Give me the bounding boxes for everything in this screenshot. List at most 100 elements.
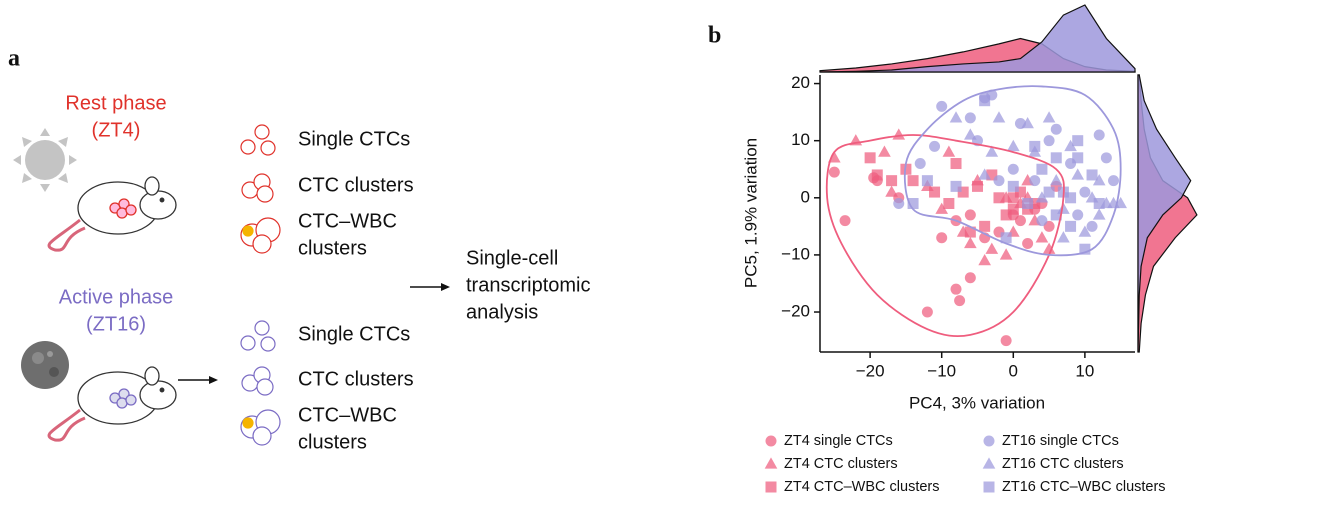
mouse-icon — [47, 176, 177, 252]
marker-square — [1029, 198, 1041, 210]
y-tick-label: 10 — [791, 130, 810, 149]
marker-circle — [950, 283, 962, 295]
marker-triangle — [964, 236, 977, 249]
cell-label: clusters — [298, 431, 367, 453]
marker-circle — [893, 198, 905, 210]
marker-square — [1007, 180, 1019, 192]
marker-square — [950, 158, 962, 170]
marker-circle — [914, 158, 926, 170]
cluster-hull — [903, 85, 1122, 257]
moon-icon — [21, 341, 69, 389]
marker-triangle — [1092, 174, 1106, 186]
panel-label: a — [8, 46, 20, 72]
marker-square — [1000, 209, 1012, 221]
marker-triangle — [1078, 225, 1092, 237]
marker-triangle — [982, 457, 996, 469]
cell-label: CTC clusters — [298, 174, 414, 196]
legend-label: ZT16 single CTCs — [1002, 433, 1119, 449]
x-tick-label: −10 — [927, 361, 956, 380]
marker-circle — [1100, 152, 1112, 164]
marker-square — [864, 152, 876, 164]
marker-circle — [1043, 135, 1055, 147]
marker-square — [986, 169, 998, 181]
marker-square — [1086, 169, 1098, 181]
legend-label: ZT4 CTC–WBC clusters — [784, 479, 940, 495]
marker-circle — [1014, 215, 1026, 227]
density-right — [1137, 74, 1192, 353]
y-tick-label: −10 — [781, 244, 810, 263]
arrow-head — [441, 283, 450, 291]
marker-triangle — [878, 145, 891, 157]
marker-circle — [1022, 237, 1034, 249]
marker-triangle — [978, 168, 991, 180]
marker-square — [1065, 220, 1077, 232]
marker-square — [929, 186, 941, 198]
marker-square — [1050, 209, 1062, 221]
marker-triangle — [885, 185, 898, 197]
y-tick-label: 20 — [791, 73, 810, 92]
marker-square — [921, 175, 933, 187]
cell-label: Single CTCs — [298, 323, 410, 345]
marker-circle — [1072, 209, 1084, 221]
marker-square — [1007, 203, 1019, 215]
arrow-head — [209, 376, 218, 384]
marker-square — [1000, 232, 1012, 244]
marker-square — [950, 180, 962, 192]
y-tick-label: 0 — [801, 187, 810, 206]
marker-triangle — [985, 242, 999, 254]
legend-label: ZT16 CTC–WBC clusters — [1002, 479, 1166, 495]
marker-square — [964, 226, 976, 238]
marker-triangle — [949, 111, 963, 123]
marker-triangle — [892, 128, 906, 140]
marker-triangle — [1006, 139, 1020, 152]
marker-square — [871, 169, 883, 181]
marker-circle — [1108, 175, 1120, 187]
marker-square — [1079, 243, 1091, 255]
marker-square — [765, 481, 777, 493]
marker-triangle — [942, 145, 956, 157]
marker-circle — [828, 166, 840, 178]
marker-circle — [1050, 123, 1062, 135]
marker-square — [1050, 152, 1062, 164]
mouse-icon — [47, 366, 177, 442]
marker-square — [983, 481, 995, 493]
panel-label: b — [708, 23, 721, 49]
marker-circle — [1079, 186, 1091, 198]
marker-square — [1065, 192, 1077, 204]
marker-square — [907, 198, 919, 210]
marker-triangle — [985, 145, 999, 157]
marker-square — [1072, 135, 1084, 147]
marker-triangle — [1035, 231, 1049, 243]
marker-square — [1007, 192, 1019, 204]
phase-label: (ZT16) — [86, 313, 146, 335]
marker-triangle — [1064, 139, 1077, 152]
marker-triangle — [1042, 111, 1056, 123]
legend-label: ZT4 CTC clusters — [784, 456, 898, 472]
marker-square — [886, 175, 898, 187]
analysis-label: transcriptomic — [466, 274, 590, 296]
x-axis-label: PC4, 3% variation — [909, 393, 1045, 412]
marker-circle — [1036, 215, 1048, 227]
marker-triangle — [978, 254, 991, 266]
marker-circle — [1093, 129, 1105, 141]
cell-label: clusters — [298, 237, 367, 259]
marker-triangle — [1114, 196, 1128, 209]
marker-circle — [983, 435, 995, 447]
marker-triangle — [1021, 116, 1034, 129]
phase-label: Active phase — [59, 286, 174, 308]
marker-triangle — [1042, 242, 1056, 254]
legend-label: ZT4 single CTCs — [784, 433, 893, 449]
marker-triangle — [1092, 208, 1106, 220]
marker-circle — [936, 100, 948, 112]
marker-triangle — [1057, 231, 1070, 243]
marker-triangle — [1035, 191, 1049, 203]
cell-icons — [240, 320, 281, 446]
x-tick-label: 0 — [1009, 361, 1018, 380]
marker-triangle — [764, 457, 778, 469]
marker-square — [1093, 198, 1105, 210]
cell-label: CTC–WBC — [298, 404, 397, 426]
x-tick-label: −20 — [856, 361, 885, 380]
marker-square — [979, 220, 991, 232]
marker-circle — [765, 435, 777, 447]
